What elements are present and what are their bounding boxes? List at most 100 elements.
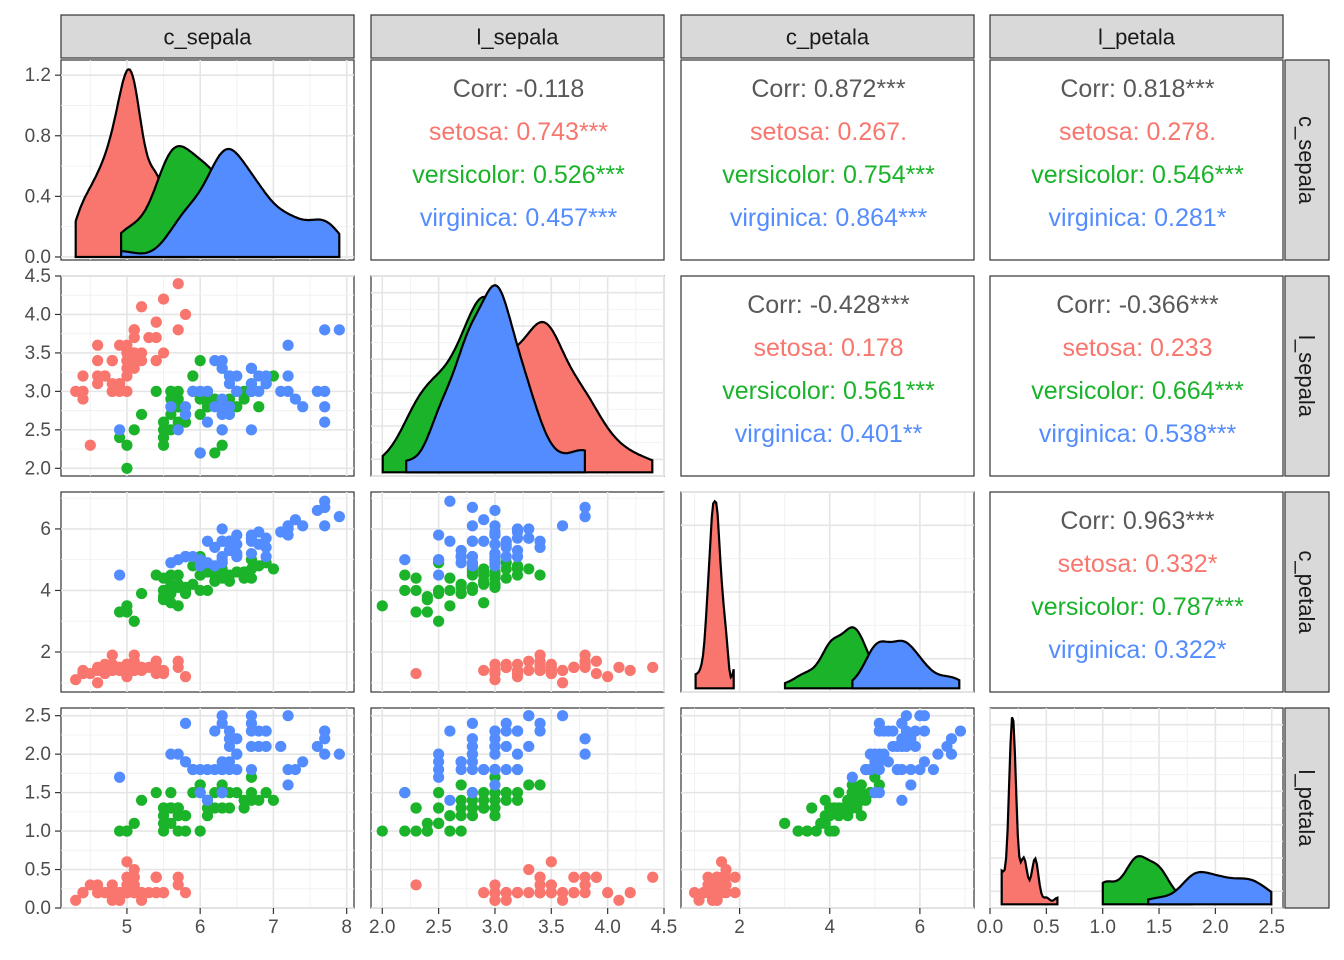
point-setosa	[579, 649, 591, 661]
point-versicolor	[121, 825, 133, 837]
panel-c_sepala-l_sepala: Corr: -0.118 setosa: 0.743*** versicolor: …	[370, 59, 665, 261]
corr-setosa: setosa: 0.278.	[1059, 118, 1216, 146]
point-virginica	[433, 569, 445, 581]
point-virginica	[165, 401, 177, 413]
corr-overall: Corr: -0.428***	[747, 291, 910, 319]
point-versicolor	[172, 600, 184, 612]
point-setosa	[121, 370, 133, 382]
point-versicolor	[201, 584, 214, 597]
point-virginica	[489, 560, 501, 572]
point-virginica	[260, 541, 272, 553]
column-strip-label: c_sepala	[163, 25, 252, 50]
point-virginica	[489, 725, 501, 737]
density-virginica	[851, 639, 961, 690]
point-virginica	[466, 740, 479, 753]
point-versicolor	[511, 560, 524, 572]
point-virginica	[433, 748, 445, 760]
y-tick-label: 4	[40, 580, 51, 601]
point-versicolor	[128, 817, 140, 829]
point-setosa	[478, 887, 490, 899]
point-versicolor	[128, 424, 140, 436]
point-setosa	[128, 658, 140, 670]
point-virginica	[500, 551, 512, 563]
point-setosa	[523, 887, 535, 899]
point-virginica	[523, 740, 535, 753]
point-versicolor	[478, 794, 490, 806]
point-setosa	[150, 871, 162, 883]
point-versicolor	[466, 581, 479, 593]
corr-versicolor: versicolor: 0.754***	[722, 161, 935, 189]
point-virginica	[909, 725, 922, 737]
column-strip-label: l_petala	[1098, 25, 1176, 50]
point-virginica	[253, 370, 265, 382]
point-virginica	[260, 378, 272, 390]
point-virginica	[245, 763, 258, 776]
point-versicolor	[421, 594, 433, 606]
point-versicolor	[478, 575, 490, 587]
point-virginica	[455, 551, 467, 563]
point-versicolor	[466, 810, 479, 822]
corr-versicolor: versicolor: 0.787***	[1031, 593, 1244, 621]
x-tick-label: 6	[915, 917, 926, 938]
point-virginica	[216, 401, 228, 413]
point-virginica	[500, 740, 512, 753]
point-virginica	[444, 725, 456, 737]
point-versicolor	[828, 825, 840, 837]
point-virginica	[333, 511, 345, 523]
point-versicolor	[157, 825, 170, 837]
point-virginica	[579, 501, 591, 513]
point-virginica	[444, 495, 456, 507]
point-setosa	[92, 378, 104, 390]
point-virginica	[260, 532, 272, 544]
point-versicolor	[187, 370, 199, 382]
point-virginica	[245, 532, 258, 544]
point-virginica	[194, 787, 206, 799]
point-virginica	[282, 710, 294, 722]
panel-l_sepala-c_petala: Corr: -0.428*** setosa: 0.178 versicolor: …	[680, 275, 975, 477]
point-virginica	[556, 710, 569, 722]
density-virginica	[1147, 870, 1273, 906]
point-setosa	[172, 655, 184, 667]
point-virginica	[245, 385, 258, 397]
point-versicolor	[253, 794, 265, 806]
point-virginica	[216, 424, 228, 436]
point-versicolor	[500, 794, 512, 806]
point-virginica	[223, 370, 236, 382]
point-setosa	[121, 385, 133, 397]
point-setosa	[135, 894, 148, 906]
point-setosa	[92, 370, 104, 382]
point-virginica	[297, 520, 309, 532]
point-versicolor	[201, 566, 214, 578]
point-setosa	[150, 316, 162, 328]
point-setosa	[647, 871, 659, 883]
point-setosa	[179, 308, 192, 321]
x-tick-label: 4.5	[651, 917, 677, 938]
point-versicolor	[238, 794, 250, 806]
point-setosa	[624, 887, 636, 899]
point-setosa	[579, 879, 591, 891]
point-setosa	[478, 664, 490, 677]
point-versicolor	[128, 615, 140, 627]
corr-versicolor: versicolor: 0.664***	[1031, 377, 1244, 405]
point-virginica	[534, 717, 546, 729]
point-setosa	[410, 667, 422, 680]
point-setosa	[77, 370, 89, 382]
point-versicolor	[410, 584, 422, 597]
point-virginica	[114, 569, 126, 581]
point-versicolor	[135, 408, 148, 421]
point-versicolor	[135, 794, 148, 806]
point-versicolor	[376, 825, 388, 837]
point-virginica	[523, 532, 535, 544]
row-strip-c_petala: c_petala	[1284, 491, 1330, 693]
row-strip-label: l_petala	[1294, 769, 1319, 847]
x-tick-label: 7	[268, 917, 279, 938]
point-virginica	[489, 748, 501, 760]
point-setosa	[172, 324, 184, 336]
point-versicolor	[150, 787, 162, 799]
point-versicolor	[201, 810, 214, 822]
point-versicolor	[209, 575, 221, 587]
x-tick-label: 6	[195, 917, 206, 938]
point-versicolor	[238, 572, 250, 584]
corr-overall: Corr: 0.963***	[1060, 507, 1215, 535]
